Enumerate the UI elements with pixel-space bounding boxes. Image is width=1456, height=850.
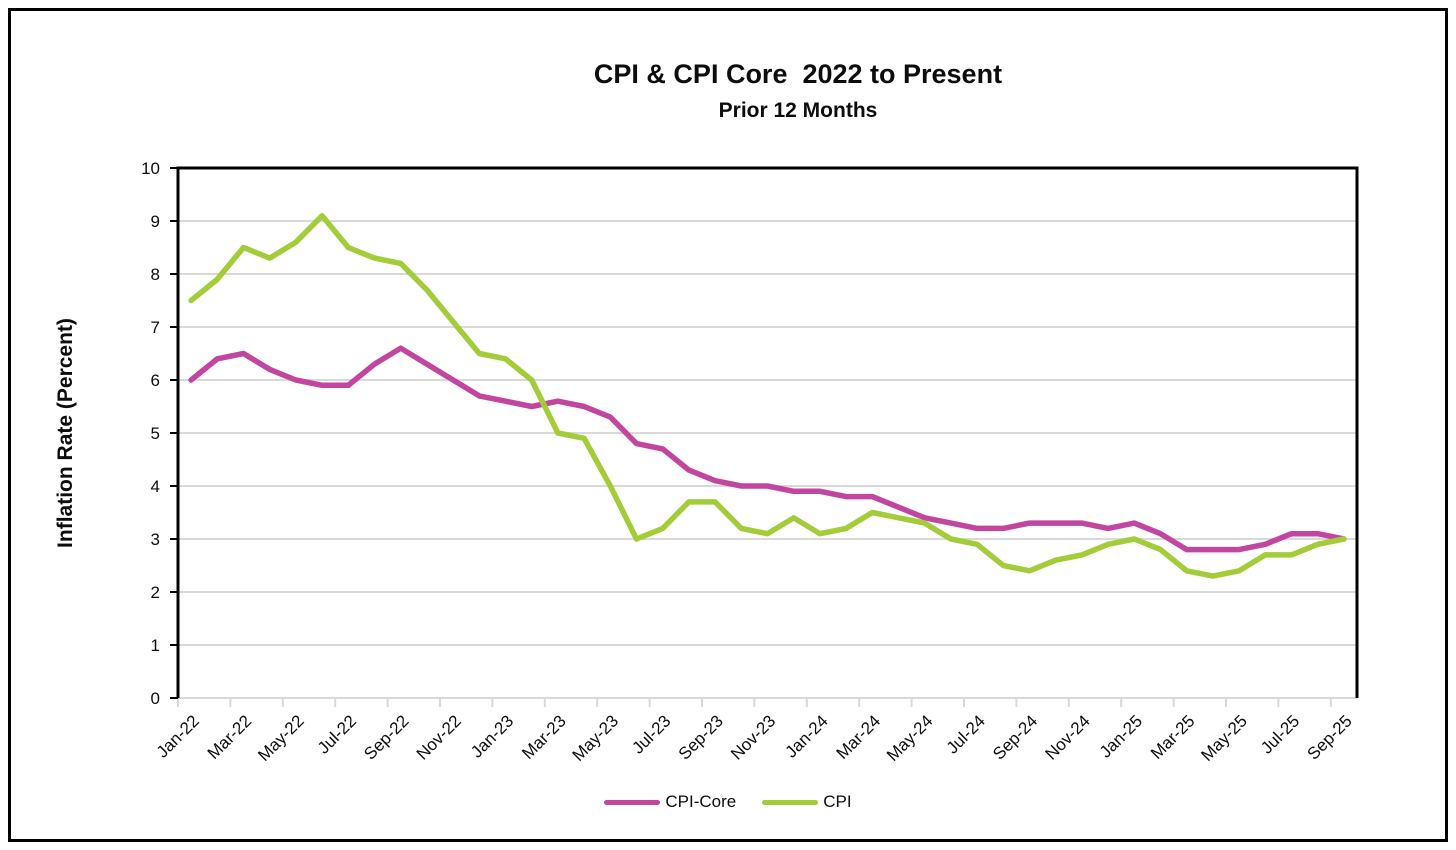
cpi-core-line-swatch: [604, 799, 661, 805]
x-tick-label: Mar-24: [833, 711, 885, 763]
y-tick-label: 4: [151, 477, 160, 496]
y-tick-label: 8: [151, 265, 160, 284]
x-tick-label: Nov-23: [727, 711, 779, 763]
cpi-line-swatch: [762, 799, 819, 805]
x-tick-label: Jul-23: [628, 711, 674, 757]
y-tick-label: 6: [151, 371, 160, 390]
legend-item-cpi: CPI: [762, 792, 852, 812]
y-tick-label: 2: [151, 583, 160, 602]
x-tick-label: Sep-23: [675, 711, 727, 763]
x-tick-label: May-25: [1197, 711, 1251, 765]
y-tick-label: 5: [151, 424, 160, 443]
x-tick-label: Jan-23: [467, 711, 517, 761]
legend-item-cpi-core: CPI-Core: [604, 792, 736, 812]
y-tick-label: 10: [141, 159, 160, 178]
y-tick-label: 9: [151, 212, 160, 231]
y-tick-label: 1: [151, 636, 160, 655]
cpi-legend-label: CPI: [823, 792, 852, 811]
y-tick-label: 0: [151, 689, 160, 708]
cpi-core-line: [188, 345, 1347, 553]
chart-border-frame: [8, 8, 1448, 842]
x-tick-label: Jul-22: [314, 711, 360, 757]
x-tick-label: Jan-22: [153, 711, 203, 761]
y-tick-label: 3: [151, 530, 160, 549]
x-tick-label: Jan-25: [1096, 711, 1146, 761]
legend: CPI-Core CPI: [0, 792, 1456, 812]
x-tick-label: Nov-22: [413, 711, 465, 763]
x-tick-label: Mar-23: [518, 711, 570, 763]
x-tick-label: Jan-24: [782, 711, 832, 761]
x-tick-label: May-23: [569, 711, 623, 765]
x-tick-label: Nov-24: [1042, 711, 1094, 763]
x-tick-label: Jul-24: [943, 711, 989, 757]
x-tick-label: Sep-22: [360, 711, 412, 763]
x-tick-label: May-22: [254, 711, 308, 765]
x-tick-label: Sep-24: [989, 711, 1041, 763]
cpi-line: [188, 212, 1347, 579]
x-tick-label: Jul-25: [1257, 711, 1303, 757]
x-tick-label: May-24: [883, 711, 937, 765]
x-tick-label: Mar-22: [204, 711, 256, 763]
y-tick-label: 7: [151, 318, 160, 337]
x-tick-label: Sep-25: [1304, 711, 1356, 763]
cpi-core-legend-label: CPI-Core: [665, 792, 737, 811]
x-tick-label: Mar-25: [1147, 711, 1199, 763]
